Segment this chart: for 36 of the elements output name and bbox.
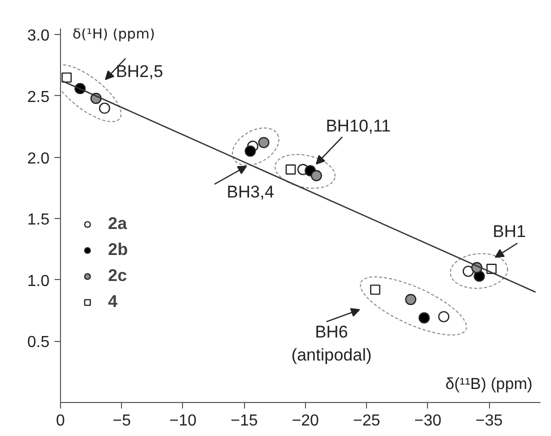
legend-label: 2a (108, 214, 128, 234)
x-tick-label: 0 (56, 412, 66, 430)
point (310, 170, 322, 182)
point (474, 270, 485, 282)
x-tick-label: −30 (414, 412, 442, 430)
x-axis-title: δ(¹¹B) (ppm) (445, 376, 533, 393)
y-tick-label: 2.5 (27, 88, 50, 106)
x-tick-label: −5 (112, 412, 131, 430)
annotation: BH6 (antipodal) (291, 322, 372, 365)
point (62, 72, 72, 83)
annotation: BH10,11 (326, 116, 391, 136)
point (98, 102, 110, 114)
annotation: BH1 (492, 222, 526, 241)
annotation: BH2,5 (116, 62, 164, 81)
y-tick-label: 1.0 (27, 272, 50, 290)
x-tick-label: −20 (292, 412, 320, 430)
point (462, 266, 474, 277)
point (370, 284, 380, 295)
x-tick-label: −35 (476, 412, 503, 430)
point (438, 311, 450, 322)
x-tick-label: −15 (230, 412, 258, 430)
point (286, 164, 296, 175)
point (258, 136, 270, 148)
point (418, 312, 430, 324)
x-tick-label: −25 (353, 412, 380, 430)
point (405, 294, 416, 306)
annotation: BH3,4 (226, 182, 274, 202)
legend-label: 2b (108, 240, 128, 260)
legend-label: 4 (108, 292, 118, 312)
legend-label: 2c (108, 266, 128, 286)
point (244, 146, 256, 157)
y-tick-label: 1.5 (27, 212, 50, 229)
y-tick-label: 3.0 (27, 28, 50, 45)
x-tick-label: −10 (169, 412, 197, 430)
y-tick-label: 0.5 (27, 334, 50, 352)
y-tick-label: 2.0 (27, 150, 50, 168)
